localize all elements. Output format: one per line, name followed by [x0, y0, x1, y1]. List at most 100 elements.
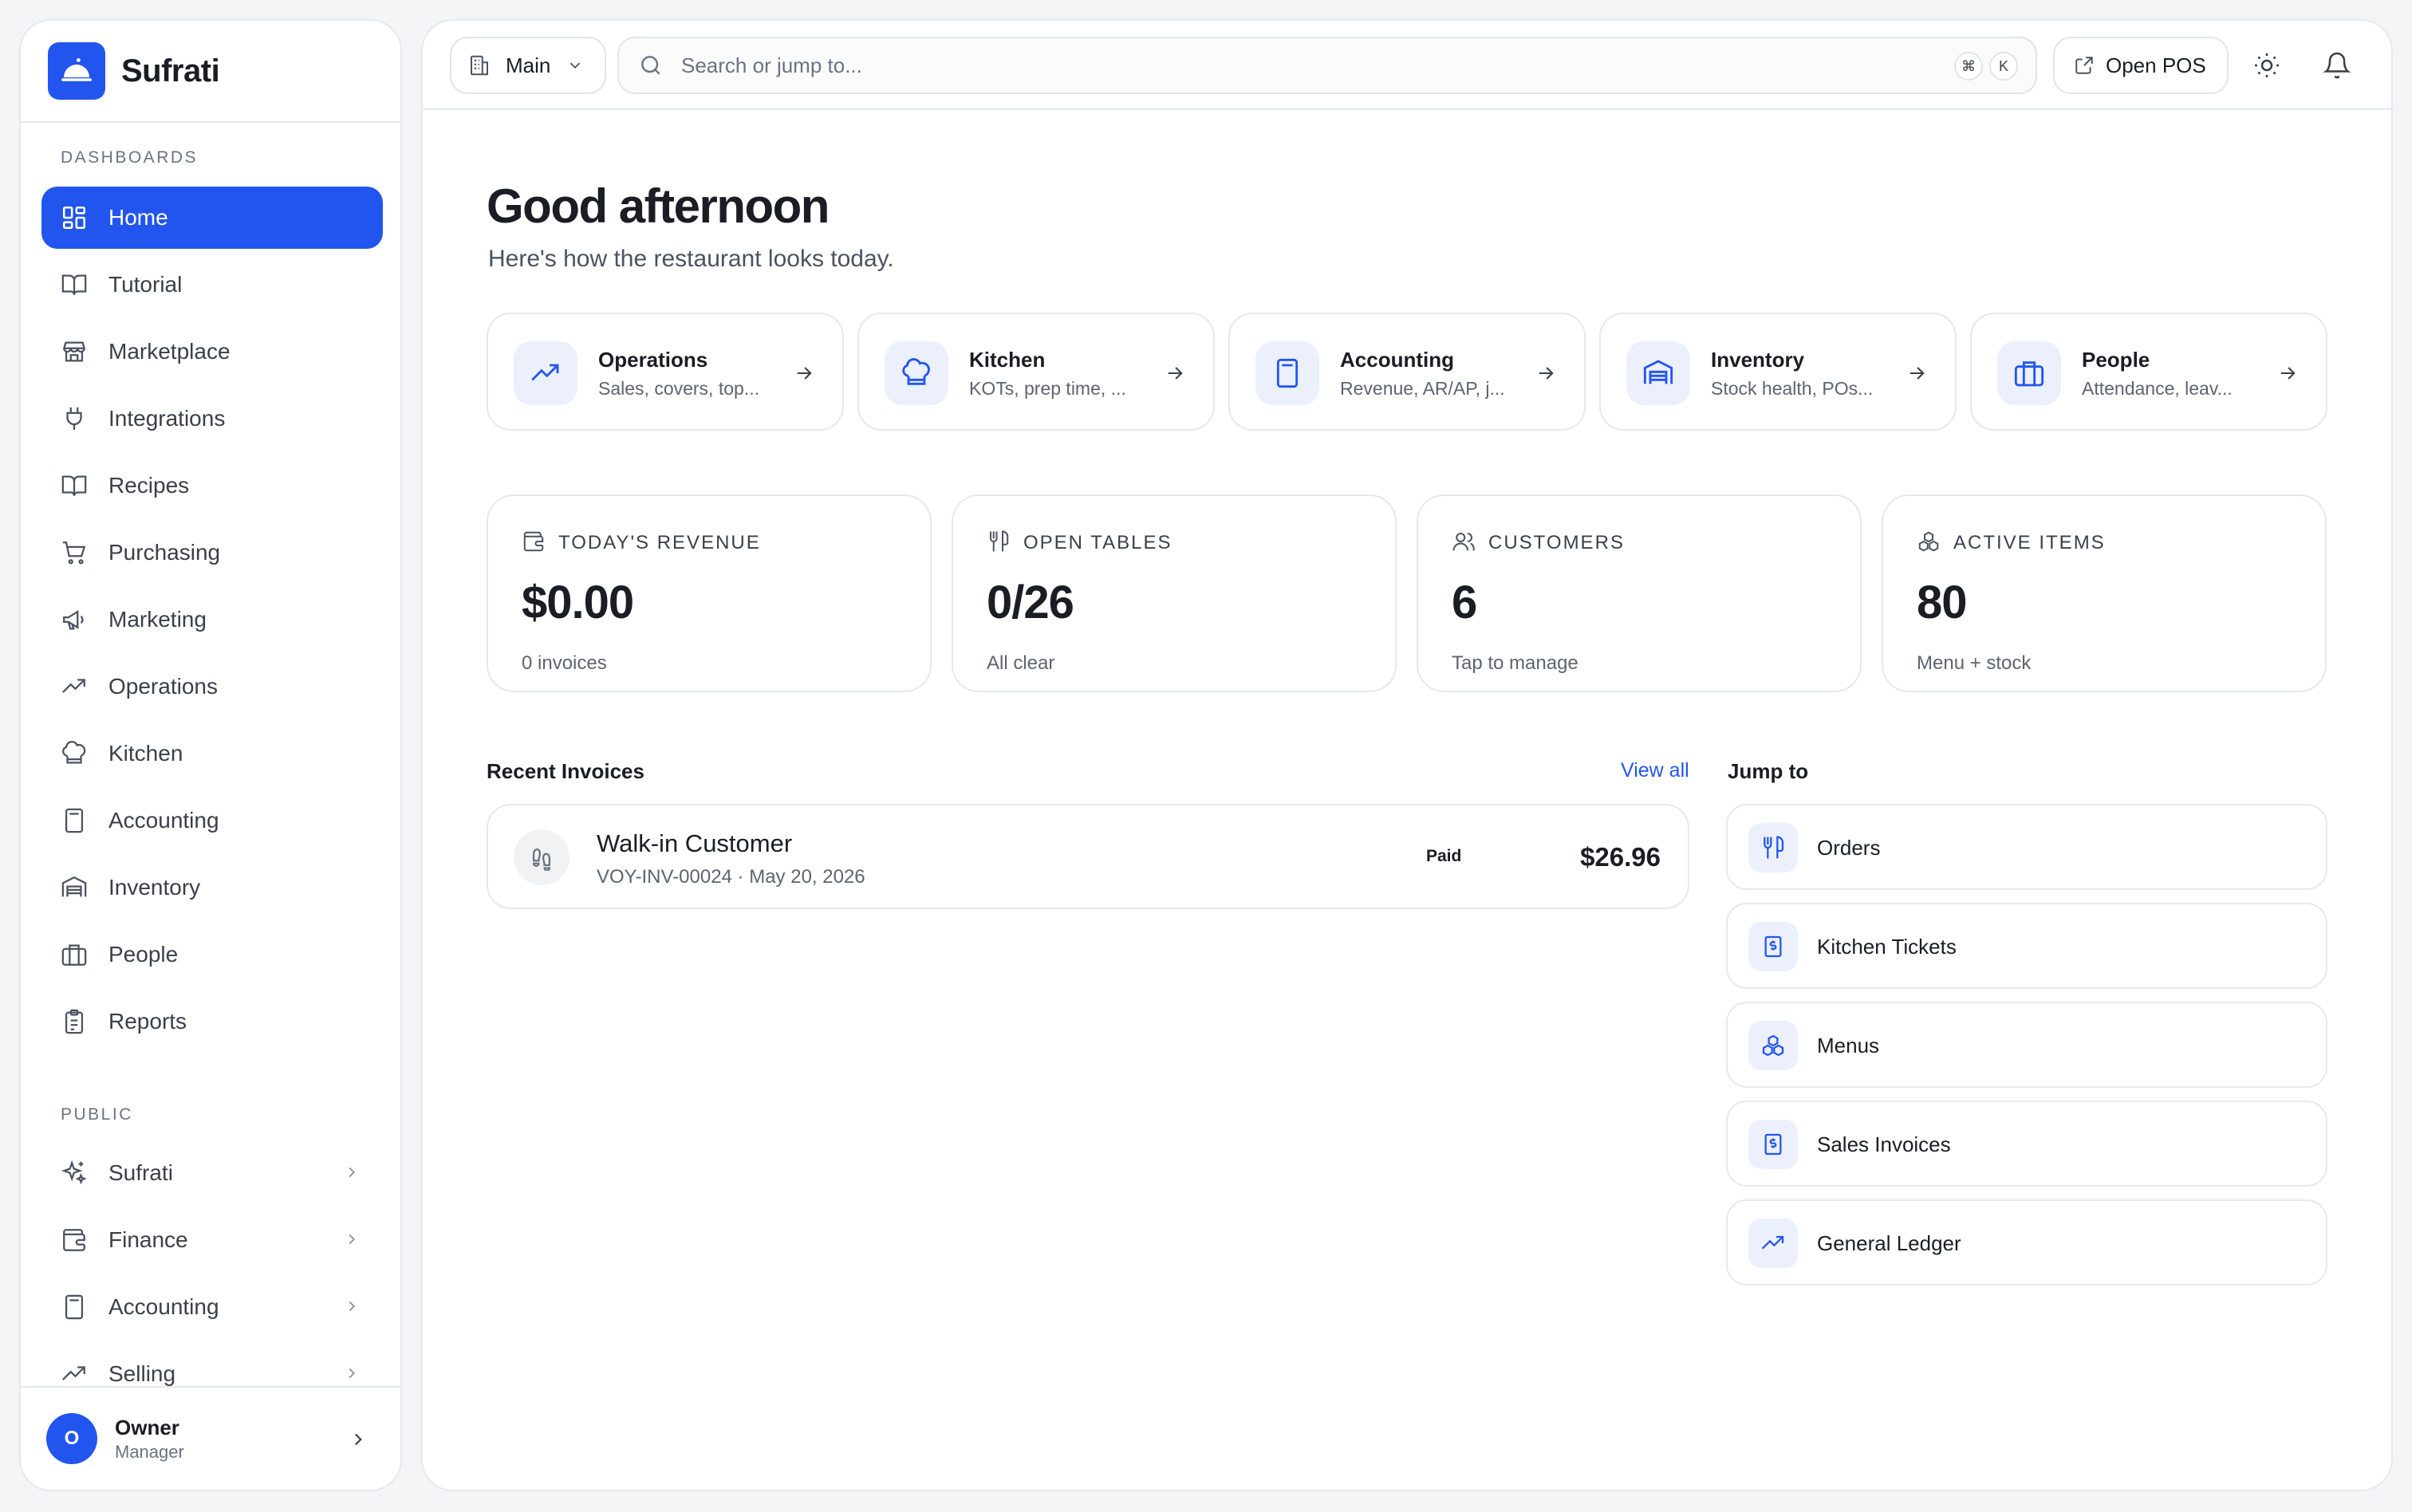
chevron-down-icon	[570, 62, 581, 69]
sidebar-item-purchasing[interactable]: Purchasing	[41, 522, 383, 584]
sidebar-item-marketing[interactable]: Marketing	[41, 589, 383, 651]
sidebar-item-marketplace[interactable]: Marketplace	[41, 321, 383, 383]
footprints-icon	[514, 829, 570, 885]
sidebar-item-accounting[interactable]: Accounting	[41, 789, 383, 852]
wallet-icon	[61, 1227, 88, 1254]
sidebar-item-label: Integrations	[108, 406, 226, 431]
shortcut-card-accounting[interactable]: Accounting Revenue, AR/AP, j...	[1228, 313, 1586, 431]
sidebar-item-finance[interactable]: Finance	[41, 1209, 383, 1271]
chevron-right-icon	[349, 1368, 356, 1379]
shortcut-card-operations[interactable]: Operations Sales, covers, top...	[487, 313, 844, 431]
status-badge: Paid	[1426, 847, 1462, 865]
shortcut-title: Inventory	[1711, 348, 1805, 372]
utensils-icon	[1748, 823, 1798, 872]
sidebar-item-integrations[interactable]: Integrations	[41, 388, 383, 450]
jump-item-orders[interactable]: Orders	[1726, 804, 2327, 890]
sidebar-item-operations[interactable]: Operations	[41, 656, 383, 718]
trending-up-icon	[61, 1360, 88, 1388]
store-icon	[61, 338, 88, 365]
user-menu[interactable]: O Owner Manager	[21, 1386, 400, 1490]
topbar: Main ⌘ K Open POS	[423, 21, 2391, 110]
stat-card-active-items[interactable]: ACTIVE ITEMS 80 Menu + stock	[1882, 494, 2327, 692]
warehouse-icon	[61, 874, 88, 901]
building-icon	[471, 55, 488, 76]
shortcut-subtitle: Sales, covers, top...	[598, 378, 759, 399]
section-label-dashboards: DASHBOARDS	[61, 148, 199, 167]
sidebar-item-tutorial[interactable]: Tutorial	[41, 254, 383, 316]
sidebar-item-recipes[interactable]: Recipes	[41, 455, 383, 517]
sidebar-item-label: Recipes	[108, 473, 190, 498]
stat-card-open-tables[interactable]: OPEN TABLES 0/26 All clear	[952, 494, 1397, 692]
shortcut-card-people[interactable]: People Attendance, leav...	[1970, 313, 2327, 431]
jump-item-label: General Ledger	[1817, 1231, 1961, 1255]
section-label-public: PUBLIC	[61, 1105, 133, 1124]
sidebar-item-inventory[interactable]: Inventory	[41, 856, 383, 919]
page-title: Good afternoon	[487, 179, 830, 233]
recent-invoices-title: Recent Invoices	[487, 759, 644, 783]
jump-item-label: Sales Invoices	[1817, 1132, 1951, 1156]
sidebar-item-label: Accounting	[108, 1294, 219, 1319]
arrow-right-icon	[797, 367, 812, 380]
sidebar-item-selling[interactable]: Selling	[41, 1343, 383, 1405]
shortcut-key-k: K	[1989, 52, 2018, 81]
cloche-icon	[48, 42, 105, 100]
stat-subtext: All clear	[987, 652, 1055, 674]
jump-item-kitchen-tickets[interactable]: Kitchen Tickets	[1726, 903, 2327, 989]
arrow-right-icon	[1539, 367, 1554, 380]
sidebar-item-label: Home	[108, 205, 168, 230]
sidebar-item-label: Reports	[108, 1009, 187, 1034]
sidebar-item-label: People	[108, 942, 179, 967]
receipt-icon	[1748, 1120, 1798, 1169]
arrow-right-icon	[1910, 367, 1925, 380]
sidebar-item-label: Finance	[108, 1227, 188, 1252]
shortcut-card-inventory[interactable]: Inventory Stock health, POs...	[1599, 313, 1957, 431]
sidebar-item-label: Tutorial	[108, 272, 183, 297]
shortcut-title: Kitchen	[969, 348, 1046, 372]
sidebar-item-people[interactable]: People	[41, 923, 383, 986]
calculator-icon	[61, 1293, 88, 1321]
open-pos-button[interactable]: Open POS	[2053, 37, 2229, 94]
sun-icon	[2255, 53, 2279, 77]
shortcut-card-kitchen[interactable]: Kitchen KOTs, prep time, ...	[857, 313, 1215, 431]
briefcase-icon	[61, 941, 88, 968]
jump-item-general-ledger[interactable]: General Ledger	[1726, 1199, 2327, 1286]
sidebar-item-sufrati[interactable]: Sufrati	[41, 1142, 383, 1204]
page-subtitle: Here's how the restaurant looks today.	[488, 246, 894, 272]
jump-item-menus[interactable]: Menus	[1726, 1002, 2327, 1088]
stat-card-customers[interactable]: CUSTOMERS 6 Tap to manage	[1417, 494, 1862, 692]
stat-value: 0/26	[987, 577, 1074, 628]
arrow-right-icon	[2280, 367, 2296, 380]
jump-to-title: Jump to	[1728, 759, 1809, 783]
branch-select[interactable]: Main	[450, 37, 606, 94]
theme-toggle-button[interactable]	[2251, 49, 2283, 81]
invoice-meta: VOY-INV-00024 · May 20, 2026	[597, 866, 865, 888]
book-open-icon	[61, 472, 88, 499]
sidebar-item-home[interactable]: Home	[41, 187, 383, 249]
warehouse-icon	[1626, 341, 1690, 405]
sidebar-item-label: Marketing	[108, 607, 207, 632]
sidebar-item-label: Operations	[108, 674, 218, 699]
bell-icon	[2323, 52, 2351, 79]
sidebar-item-reports[interactable]: Reports	[41, 990, 383, 1053]
stat-label: TODAY'S REVENUE	[558, 532, 761, 553]
brand[interactable]: Sufrati	[21, 21, 400, 123]
view-all-link[interactable]: View all	[1621, 759, 1689, 782]
stat-subtext: Tap to manage	[1452, 652, 1578, 674]
wallet-icon	[523, 531, 544, 552]
chevron-right-icon	[349, 1301, 356, 1312]
stat-card-revenue[interactable]: TODAY'S REVENUE $0.00 0 invoices	[487, 494, 932, 692]
search-bar[interactable]: ⌘ K	[617, 37, 2037, 94]
dashboard-grid-icon	[61, 204, 88, 231]
receipt-icon	[1748, 922, 1798, 971]
sidebar-item-kitchen[interactable]: Kitchen	[41, 723, 383, 785]
invoice-row[interactable]: Walk-in Customer VOY-INV-00024 · May 20,…	[487, 804, 1689, 909]
users-icon	[1452, 533, 1475, 551]
sidebar-item-public-accounting[interactable]: Accounting	[41, 1276, 383, 1338]
jump-item-sales-invoices[interactable]: Sales Invoices	[1726, 1101, 2327, 1187]
stat-label: ACTIVE ITEMS	[1953, 532, 2106, 553]
trending-up-icon	[1748, 1219, 1798, 1268]
notifications-button[interactable]	[2321, 49, 2353, 81]
jump-item-label: Orders	[1817, 836, 1881, 860]
chef-hat-icon	[61, 740, 88, 767]
search-input[interactable]	[681, 53, 1878, 78]
